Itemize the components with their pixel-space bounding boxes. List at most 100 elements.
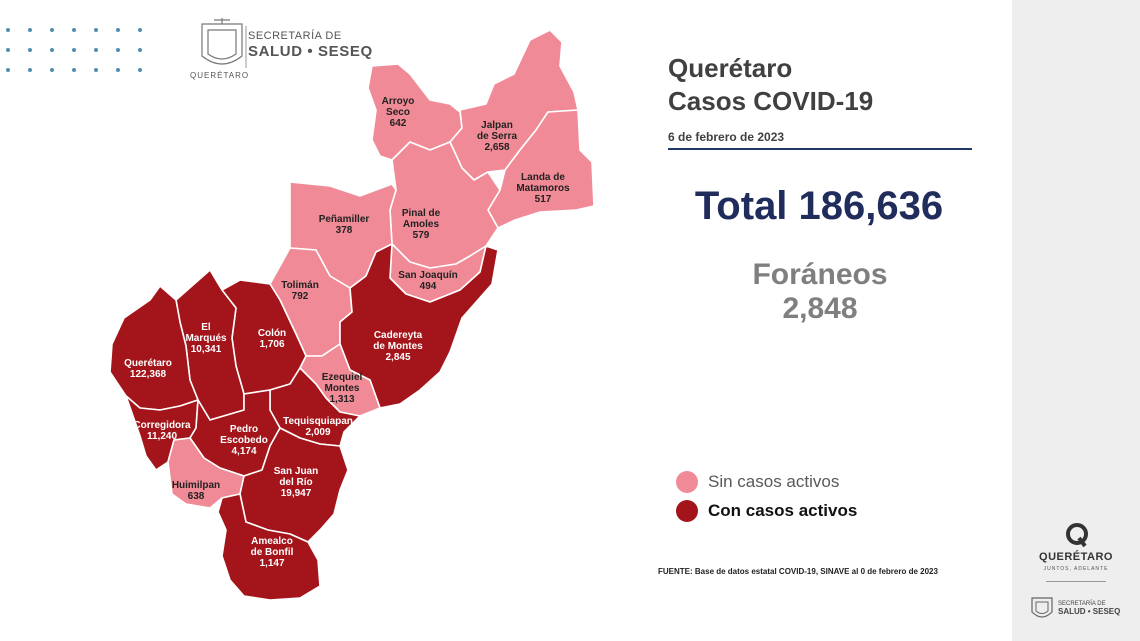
region-landa-de-matamoros [487,109,595,229]
municipality-name: Seco [386,107,410,118]
map-label-cadereyta-de-montes: Cadereyta de Montes 2,845 [373,330,422,363]
region-san-juan-del-rio [239,427,349,543]
map-label-landa-de-matamoros: Landa de Matamoros 517 [516,172,569,205]
secretaria-header: SECRETARÍA DE SALUD • SESEQ [248,30,373,60]
municipality-cases: 122,368 [129,369,167,380]
decorative-dot [28,28,32,32]
decorative-dot [50,28,54,32]
municipality-name: Pinal de [401,208,441,219]
side-emblem-icon [1031,597,1053,618]
municipality-cases: 11,240 [146,431,178,442]
municipality-name: Querétaro [124,358,172,369]
municipality-name: Amealco [251,536,293,547]
municipality-cases: 494 [419,281,437,292]
queretaro-map [109,29,595,601]
legend-swatch-con-casos [676,500,698,522]
legend-swatch-sin-casos [676,471,698,493]
secretaria-line2: SALUD • SESEQ [248,43,373,60]
side-secretaria: SECRETARÍA DE SALUD • SESEQ [1058,600,1120,616]
map-label-quer-taro: Querétaro 122,368 [124,358,172,380]
map-label-ezequiel-montes: Ezequiel Montes 1,313 [322,372,363,405]
municipality-name: Montes [324,383,360,394]
municipality-name: Tequisquiapan [283,416,353,427]
foraneos-block: Foráneos 2,848 [720,258,920,326]
side-brand-sub: JUNTOS, ADELANTE [1043,566,1109,572]
map-label-arroyo-seco: Arroyo Seco 642 [382,96,415,129]
municipality-name: Landa de [521,172,565,183]
municipality-cases: 378 [335,225,353,236]
side-divider [1046,581,1106,582]
decorative-dot [72,68,76,72]
municipality-cases: 1,147 [259,558,285,569]
map-label-huimilpan: Huimilpan 638 [172,480,220,502]
decorative-dot [50,48,54,52]
total-label: Total [694,184,788,228]
queretaro-q-logo-icon [1066,523,1088,548]
municipality-cases: 642 [389,118,407,129]
decorative-dot [72,48,76,52]
decorative-dot [138,48,142,52]
total-value: 186,636 [798,184,944,228]
map-label-tequisquiapan: Tequisquiapan 2,009 [283,416,353,438]
municipality-name: Marqués [185,333,227,344]
decorative-dot [6,68,10,72]
municipality-name: Matamoros [516,183,570,194]
decorative-dot [116,48,120,52]
municipality-cases: 1,706 [259,339,285,350]
side-sec-line2: SALUD • SESEQ [1058,607,1121,616]
municipality-name: Tolimán [281,280,319,291]
decorative-dot [138,68,142,72]
state-emblem-icon [201,18,247,68]
decorative-dot [116,28,120,32]
map-label-jalpan-de-serra: Jalpan de Serra 2,658 [477,120,517,153]
municipality-name: Jalpan [481,120,513,131]
decorative-dot [28,48,32,52]
side-brand: QUERÉTARO [1039,551,1113,563]
municipality-name: San Joaquín [398,270,458,281]
decorative-dot [50,68,54,72]
title-divider [668,148,972,150]
region-huimilpan [167,437,245,509]
municipality-cases: 4,174 [231,446,257,457]
map-label-el-marqu-s: El Marqués 10,341 [185,322,226,355]
source-note: FUENTE: Base de datos estatal COVID-19, … [658,567,938,576]
title-line1: Querétaro [668,53,793,83]
decorative-dot [94,68,98,72]
municipality-name: Peñamiller [318,214,370,225]
municipality-name: del Río [279,477,313,488]
municipality-name: Ezequiel [321,372,363,383]
map-label-col-n: Colón 1,706 [258,328,286,350]
municipality-cases: 2,845 [385,352,411,363]
municipality-name: Escobedo [220,435,268,446]
municipality-name: de Bonfil [250,547,294,558]
foraneos-label: Foráneos [752,258,888,291]
map-label-corregidora: Corregidora 11,240 [133,420,190,442]
municipality-name: Colón [257,328,287,339]
decorative-dot [6,28,10,32]
decorative-dot [72,28,76,32]
municipality-name: Pedro [229,424,259,435]
map-label-pinal-de-amoles: Pinal de Amoles 579 [402,208,440,241]
municipality-name: El [201,322,211,333]
municipality-cases: 2,658 [484,142,510,153]
municipality-cases: 10,341 [190,344,222,355]
decorative-dot [138,28,142,32]
side-panel [1012,0,1140,641]
municipality-name: Corregidora [133,420,191,431]
map-label-pe-amiller: Peñamiller 378 [319,214,370,236]
municipality-cases: 2,009 [305,427,331,438]
municipality-cases: 517 [534,194,552,205]
municipality-cases: 638 [187,491,205,502]
municipality-cases: 19,947 [280,488,312,499]
municipality-name: Amoles [402,219,440,230]
secretaria-line1: SECRETARÍA DE [248,30,342,42]
municipality-name: de Serra [476,131,518,142]
legend-label-con-casos: Con casos activos [708,501,858,520]
state-name: QUERÉTARO [190,71,250,80]
decorative-dot [6,48,10,52]
decorative-dot [94,28,98,32]
map-label-tolim-n: Tolimán 792 [281,280,319,302]
map-label-san-juan-del-r-o: San Juan del Río 19,947 [274,466,318,499]
map-label-san-joaqu-n: San Joaquín 494 [398,270,457,292]
title-line2: Casos COVID-19 [668,86,874,116]
